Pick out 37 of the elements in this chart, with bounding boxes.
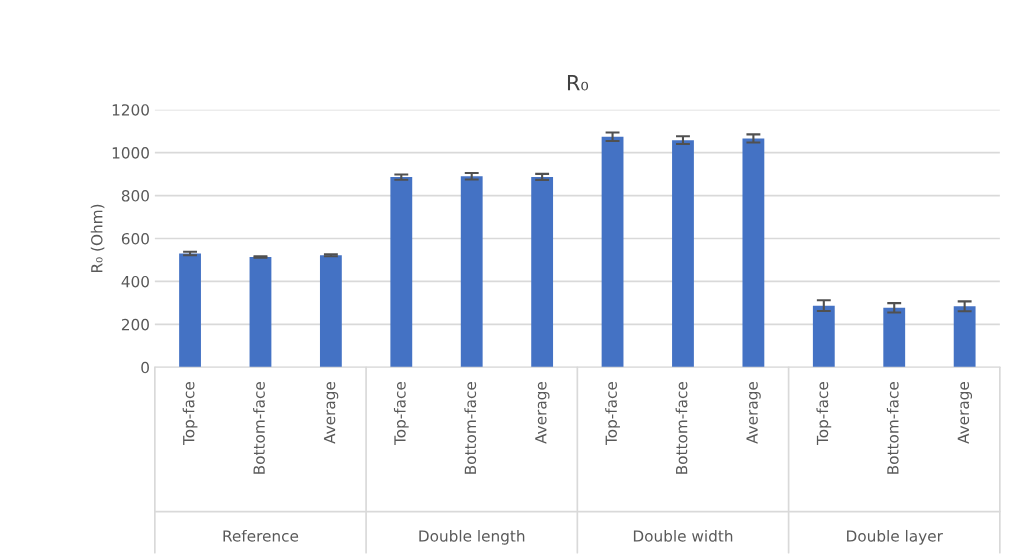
x-tick-label: Top-face [605, 382, 620, 446]
x-tick-label: Top-face [393, 382, 409, 446]
y-tick-label: 1000 [112, 147, 149, 159]
bar [531, 176, 554, 368]
x-tick-label: Average [957, 382, 973, 444]
bar [601, 136, 624, 368]
y-axis-title: R₀ (Ohm) [90, 204, 105, 273]
x-tick-label: Bottom-face [464, 382, 477, 474]
bar [953, 306, 976, 368]
x-tick-label: Top-face [182, 382, 198, 446]
x-tick-label: Average [323, 382, 339, 444]
y-tick-label: 200 [121, 318, 149, 331]
chart-title: R₀ [567, 75, 589, 91]
x-tick-label: Average [535, 382, 550, 444]
bar [883, 307, 906, 368]
x-tick-label: Bottom-face [675, 382, 688, 474]
bar [460, 176, 483, 368]
bar [812, 305, 835, 368]
x-tick-label: Top-face [816, 382, 832, 446]
y-tick-label: 800 [121, 190, 149, 202]
text: Double width [633, 529, 733, 542]
y-tick-label: 0 [141, 361, 149, 374]
text: Reference [223, 529, 299, 542]
text: Double layer [847, 529, 943, 545]
x-tick-label: Bottom-face [253, 382, 265, 474]
bar [742, 138, 765, 368]
x-tick-label: Bottom-face [886, 382, 899, 474]
text: Double length [419, 529, 525, 545]
bar [390, 177, 413, 368]
y-tick-label: 400 [121, 275, 149, 288]
bar [249, 256, 272, 368]
bar [672, 140, 694, 368]
y-tick-label: 1200 [112, 104, 149, 116]
bar [319, 255, 342, 368]
bar [179, 253, 201, 368]
x-tick-label: Average [746, 382, 761, 444]
y-tick-label: 600 [121, 232, 149, 245]
